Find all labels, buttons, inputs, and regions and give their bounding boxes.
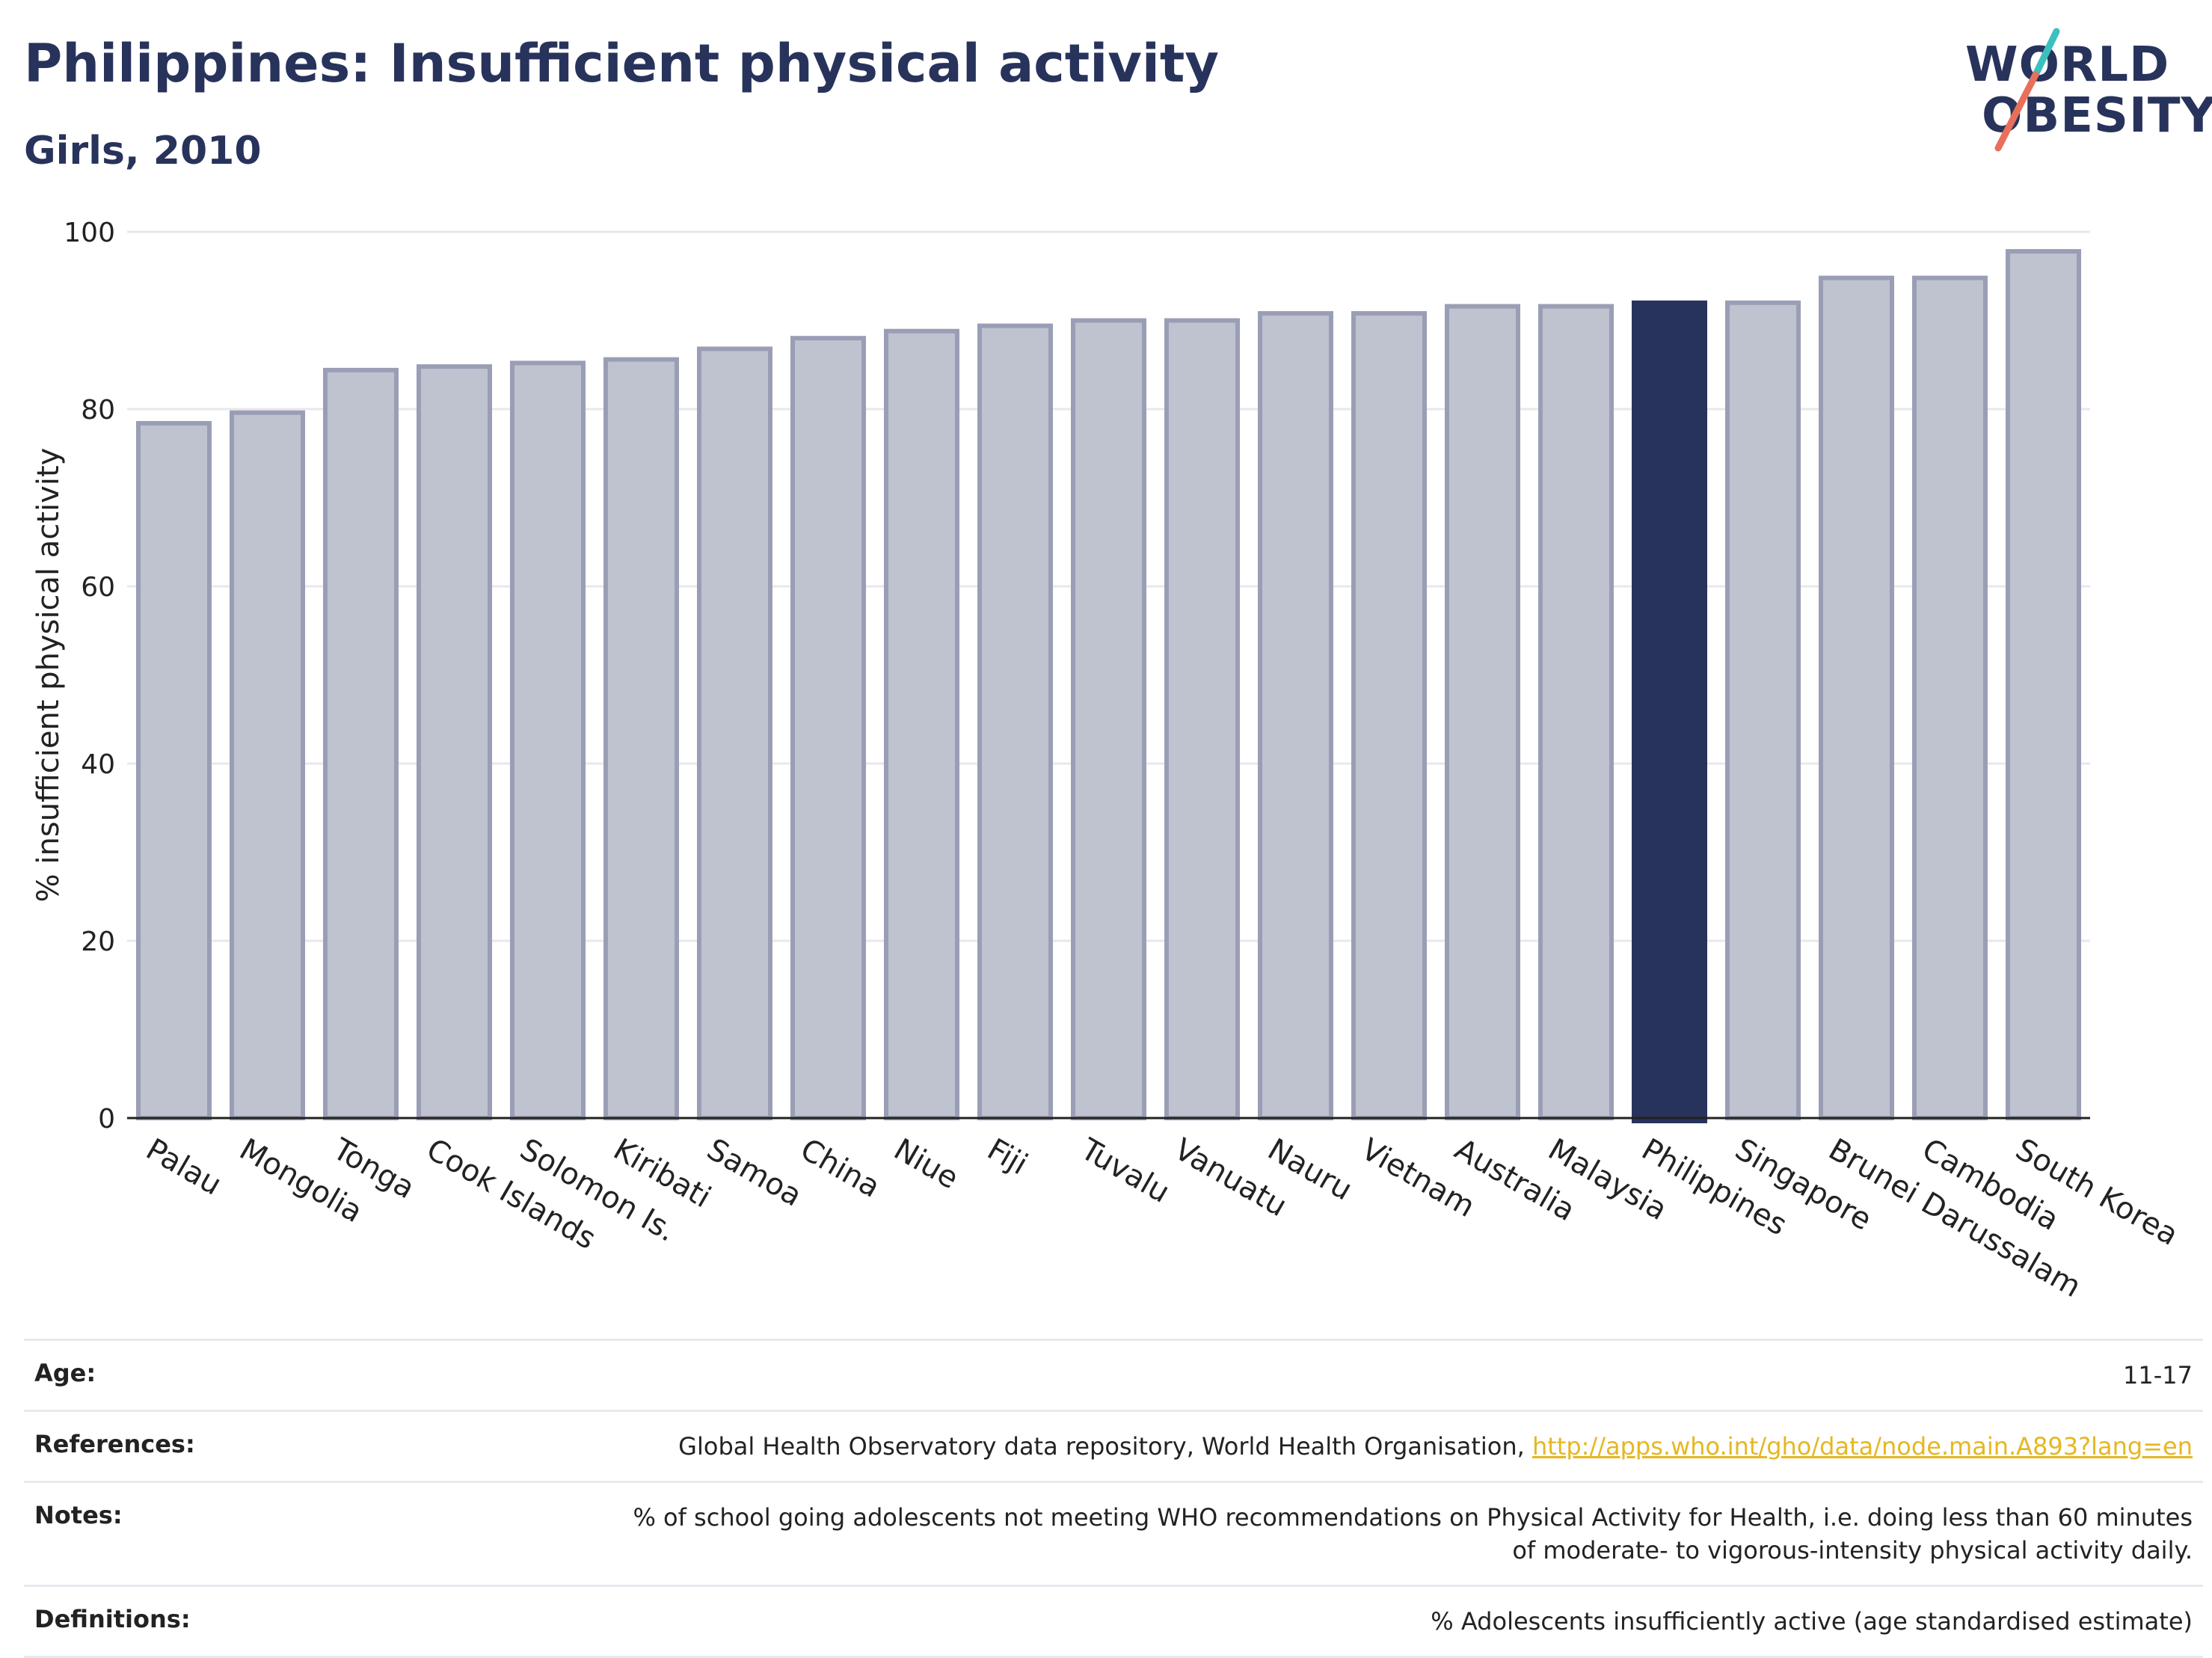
bar-chart: 0 20 40 60 80 100 % insufficient physical acti… bbox=[31, 218, 2184, 1304]
bar-philippines bbox=[1632, 300, 1707, 1123]
bar-malaysia bbox=[1538, 304, 1614, 1120]
page-subtitle: Girls, 2010 bbox=[24, 129, 262, 174]
bar-tuvalu bbox=[1071, 318, 1146, 1120]
bar-samoa bbox=[697, 346, 772, 1120]
bar-brunei-darussalam bbox=[1819, 275, 1894, 1120]
logo-line1: WORLD bbox=[1965, 37, 2170, 93]
world-obesity-logo: WORLD OBESITY bbox=[1952, 22, 2212, 157]
bar-palau bbox=[136, 420, 212, 1120]
logo-line2: OBESITY bbox=[1982, 88, 2212, 144]
bar-mongolia bbox=[230, 410, 305, 1120]
bar-fiji bbox=[977, 323, 1053, 1120]
reference-link[interactable]: http://apps.who.int/gho/data/node.main.A… bbox=[1531, 1432, 2193, 1461]
info-label: References: bbox=[34, 1430, 195, 1458]
x-tick-label: Niue bbox=[888, 1132, 965, 1196]
info-label: Age: bbox=[34, 1359, 96, 1387]
bar-vanuatu bbox=[1164, 318, 1240, 1120]
x-tick-label: Samoa bbox=[701, 1132, 808, 1214]
info-row-age: Age: 11-17 bbox=[24, 1339, 2203, 1410]
bar-south-korea bbox=[2006, 249, 2081, 1121]
info-table: Age: 11-17 References: Global Health Obs… bbox=[24, 1339, 2203, 1658]
info-row-references: References: Global Health Observatory da… bbox=[24, 1410, 2203, 1481]
bar-cambodia bbox=[1912, 275, 1988, 1120]
info-value: Global Health Observatory data repositor… bbox=[678, 1430, 2193, 1463]
x-tick-label: Fiji bbox=[982, 1132, 1033, 1182]
page-title: Philippines: Insufficient physical activ… bbox=[24, 33, 1219, 94]
y-tick-label: 80 bbox=[81, 395, 115, 426]
reference-text: Global Health Observatory data repositor… bbox=[678, 1432, 1532, 1461]
x-tick-label: China bbox=[795, 1132, 886, 1205]
bar-niue bbox=[884, 328, 959, 1121]
info-value: 11-17 bbox=[2123, 1361, 2193, 1390]
y-tick-label: 40 bbox=[81, 749, 115, 780]
bar-nauru bbox=[1258, 311, 1333, 1120]
bar-china bbox=[790, 336, 866, 1121]
bar-australia bbox=[1445, 304, 1520, 1120]
bar-solomon-is- bbox=[510, 360, 586, 1120]
info-label: Notes: bbox=[34, 1501, 123, 1529]
bar-cook-islands bbox=[417, 364, 492, 1120]
y-tick-label: 0 bbox=[98, 1104, 115, 1134]
logo-slash-icon bbox=[1994, 28, 2060, 152]
info-row-notes: Notes: % of school going adolescents not… bbox=[24, 1481, 2203, 1585]
bar-kiribati bbox=[603, 357, 679, 1120]
bar-singapore bbox=[1725, 300, 1801, 1120]
info-value: % Adolescents insufficiently active (age… bbox=[1431, 1607, 2193, 1636]
info-label: Definitions: bbox=[34, 1605, 191, 1633]
bar-vietnam bbox=[1351, 311, 1427, 1120]
y-tick-label: 20 bbox=[81, 927, 115, 957]
y-tick-label: 100 bbox=[64, 218, 115, 248]
info-row-definitions: Definitions: % Adolescents insufficientl… bbox=[24, 1585, 2203, 1658]
bar-tonga bbox=[323, 367, 399, 1120]
x-tick-label: Tuvalu bbox=[1075, 1132, 1176, 1210]
y-tick-label: 60 bbox=[81, 572, 115, 603]
x-tick-label: Palau bbox=[141, 1132, 227, 1203]
info-value: % of school going adolescents not meetin… bbox=[633, 1503, 2193, 1565]
y-axis-label: % insufficient physical activity bbox=[31, 448, 66, 903]
